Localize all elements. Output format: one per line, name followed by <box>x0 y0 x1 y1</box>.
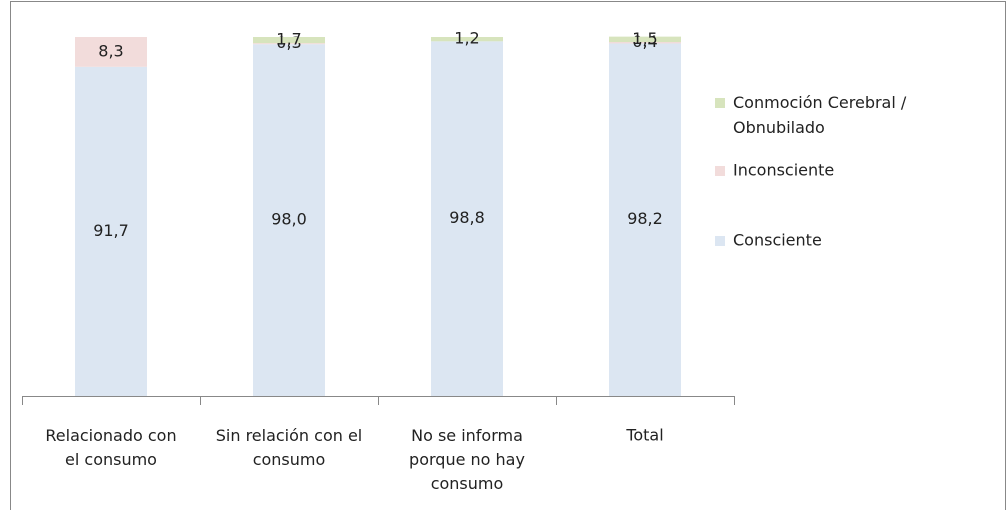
chart-frame <box>10 1 1006 510</box>
value-label: 98,0 <box>271 210 307 229</box>
bar-segment <box>609 36 681 43</box>
legend-label: Conmoción Cerebral / Obnubilado <box>733 93 907 137</box>
bar-segment <box>431 41 503 397</box>
bar-segment <box>253 43 325 45</box>
bar-segment <box>609 43 681 396</box>
bar-segment <box>253 37 325 44</box>
legend-swatch <box>715 166 725 176</box>
bar-segment <box>609 42 681 44</box>
bar-segment <box>75 37 147 67</box>
value-label: 1,5 <box>632 29 657 48</box>
value-label: 98,2 <box>627 209 663 228</box>
legend-swatch <box>715 236 725 246</box>
bar-segment <box>253 44 325 397</box>
bar-segment <box>431 37 503 42</box>
value-label: 1,7 <box>276 30 301 49</box>
value-label: 1,2 <box>454 29 479 48</box>
legend-swatch <box>715 98 725 108</box>
x-tick-label: Sin relación con el consumo <box>216 426 363 469</box>
x-tick-label: Relacionado con el consumo <box>45 426 176 469</box>
value-label: 98,8 <box>449 208 485 227</box>
x-tick-label: Total <box>625 426 663 445</box>
bar-segment <box>75 66 147 396</box>
legend-label: Consciente <box>733 231 822 250</box>
value-label: 91,7 <box>93 221 129 240</box>
legend-label: Inconsciente <box>733 161 834 180</box>
value-label: 8,3 <box>98 41 123 60</box>
x-tick-label: No se informa porque no hay consumo <box>409 426 525 493</box>
